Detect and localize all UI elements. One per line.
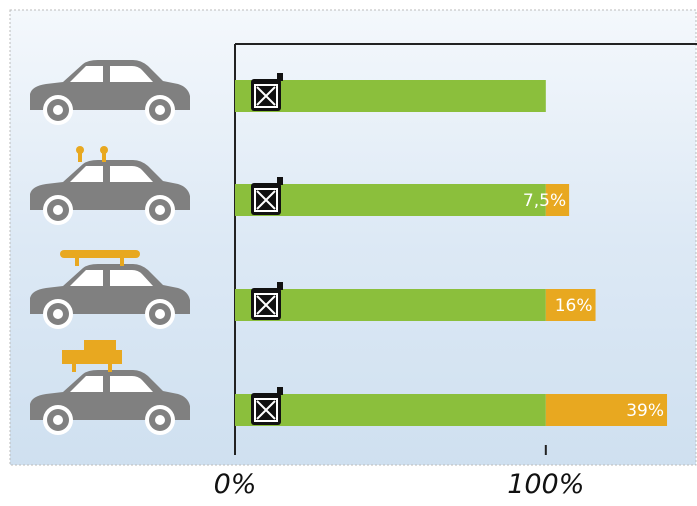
value-label: 7,5% [523, 191, 566, 211]
bar-segment [545, 184, 570, 216]
bar-segment [235, 289, 546, 321]
car-icons [30, 60, 190, 435]
bar-segment [235, 394, 546, 426]
x-tick-label: 0% [214, 469, 257, 500]
bar-segment [235, 184, 546, 216]
bar-segment [545, 394, 668, 426]
bar-segment [235, 80, 546, 112]
value-label: 39% [626, 401, 664, 421]
x-tick-label: 100% [507, 469, 584, 500]
value-label: 16% [555, 296, 593, 316]
bar-segment [545, 289, 596, 321]
